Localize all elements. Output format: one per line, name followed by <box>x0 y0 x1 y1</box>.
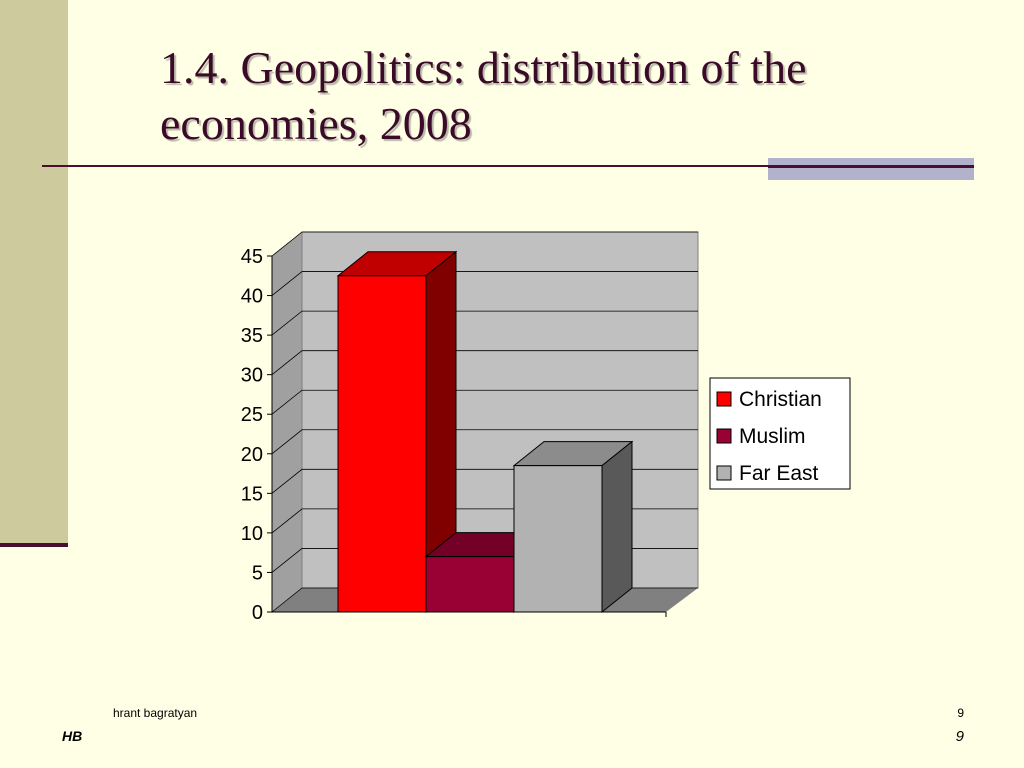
footer-author: hrant bagratyan <box>113 706 198 720</box>
legend-label: Christian <box>739 388 822 411</box>
slide-title: 1.4. Geopolitics: distribution of the ec… <box>160 42 807 149</box>
y-tick-label: 10 <box>241 523 263 545</box>
footer-logo-text: HB <box>62 728 83 744</box>
gridline <box>271 350 698 375</box>
legend-label: Far East <box>739 462 819 485</box>
gridline <box>271 429 698 455</box>
gridline <box>271 310 698 336</box>
left-sidebar-line <box>0 543 68 547</box>
bar-front <box>337 275 427 613</box>
y-tick-label: 35 <box>241 325 263 347</box>
y-tick-label: 0 <box>252 602 263 624</box>
title-accent-bar <box>768 158 974 180</box>
y-tick-label: 5 <box>252 562 263 584</box>
legend-swatch <box>716 391 732 407</box>
footer-page-number-small: 9 <box>957 706 964 720</box>
legend-box <box>709 377 851 490</box>
title-accent-line <box>768 165 974 168</box>
legend-item: Muslim <box>716 425 806 448</box>
legend-item: Far East <box>716 462 819 485</box>
legend-swatch <box>716 428 732 444</box>
gridline <box>271 271 698 296</box>
chart-legend: Christian Muslim Far East <box>709 377 851 490</box>
bar-christian <box>336 250 458 614</box>
legend-swatch <box>716 465 732 481</box>
bar-front <box>425 556 515 613</box>
y-tick-labels: 0 5 10 15 20 25 30 35 40 45 <box>241 246 263 624</box>
gridline <box>271 389 698 415</box>
y-tick-label: 15 <box>241 483 263 505</box>
chart-bars <box>336 250 634 614</box>
gridline <box>271 231 698 257</box>
legend-label: Muslim <box>739 425 806 448</box>
footer-page-number: 9 <box>955 728 964 745</box>
y-tick-label: 40 <box>241 286 263 308</box>
y-tick-label: 45 <box>241 246 263 268</box>
bar-side <box>601 440 633 614</box>
left-sidebar-band <box>0 0 68 546</box>
chart-side-wall <box>272 232 302 612</box>
y-tick-label: 20 <box>241 444 263 466</box>
legend-item: Christian <box>716 388 822 411</box>
bar-front <box>513 465 603 613</box>
y-tick-label: 30 <box>241 365 263 387</box>
title-rule <box>42 165 974 167</box>
bar-far-east <box>512 440 634 614</box>
y-tick-label: 25 <box>241 404 263 426</box>
